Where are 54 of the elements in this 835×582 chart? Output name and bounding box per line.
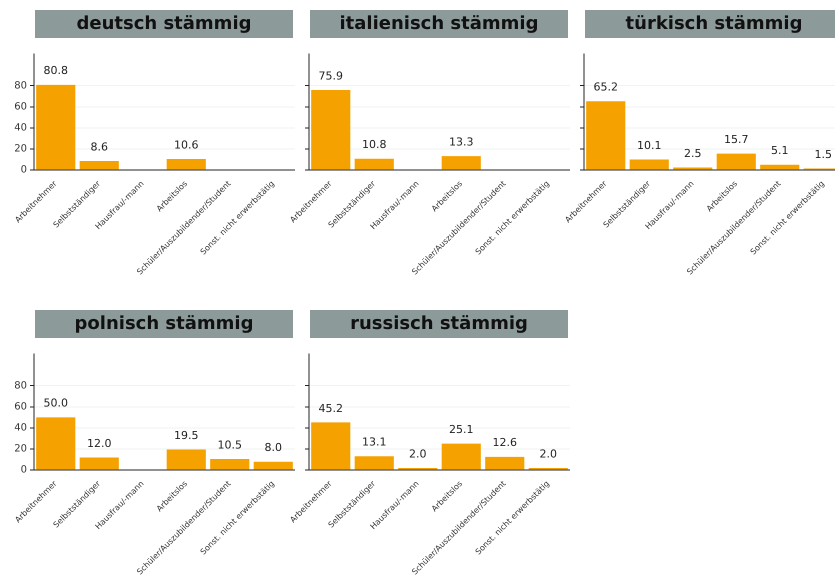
y-tick-label: 80 [14,380,27,392]
chart-title: polnisch stämmig [35,310,293,338]
bar [760,164,800,170]
data-label: 50.0 [44,396,68,410]
bar [80,161,119,170]
y-tick-label: 60 [14,401,27,412]
data-label: 65.2 [594,80,618,94]
y-tick-label: 0 [20,464,27,476]
bar [166,450,206,470]
y-tick-label: 80 [14,80,27,92]
data-label: 2.0 [409,447,426,460]
bar [354,456,394,470]
data-label: 12.6 [492,436,517,450]
y-tick-label: 20 [14,444,27,455]
data-label: 1.5 [814,148,832,161]
chart-title: russisch stämmig [310,310,568,338]
bar [311,422,350,470]
data-label: 5.1 [771,144,788,158]
bar [254,462,293,470]
bar [210,459,250,470]
bar [716,154,756,170]
data-label: 10.1 [637,138,662,152]
data-label: 13.1 [362,436,386,449]
y-tick-label: 60 [14,101,27,112]
data-label: 2.0 [540,447,557,460]
bar [630,159,669,170]
bar [36,417,76,470]
y-tick-label: 40 [14,422,27,434]
data-label: 2.5 [684,146,702,160]
data-label: 13.3 [449,135,474,148]
chart-title: türkisch stämmig [585,10,835,38]
data-label: 8.0 [264,441,282,454]
y-tick-label: 0 [20,164,27,176]
bar [442,444,481,470]
data-label: 15.7 [724,132,748,146]
bar [166,158,206,170]
data-label: 10.5 [218,438,242,452]
data-label: 19.5 [174,428,198,442]
data-label: 12.0 [87,436,112,450]
chart-title: deutsch stämmig [35,10,293,38]
bar [80,457,119,470]
data-label: 75.9 [318,69,343,82]
chart-title: italienisch stämmig [310,10,568,38]
data-label: 25.1 [449,422,474,436]
bar [586,101,626,170]
bar [485,456,524,470]
data-label: 80.8 [44,64,68,78]
y-tick-label: 20 [14,144,27,155]
data-label: 45.2 [318,402,343,415]
data-label: 10.6 [174,138,198,152]
data-label: 8.6 [90,140,108,154]
data-label: 10.8 [362,138,386,152]
y-tick-label: 40 [14,122,27,134]
bar [36,84,76,170]
